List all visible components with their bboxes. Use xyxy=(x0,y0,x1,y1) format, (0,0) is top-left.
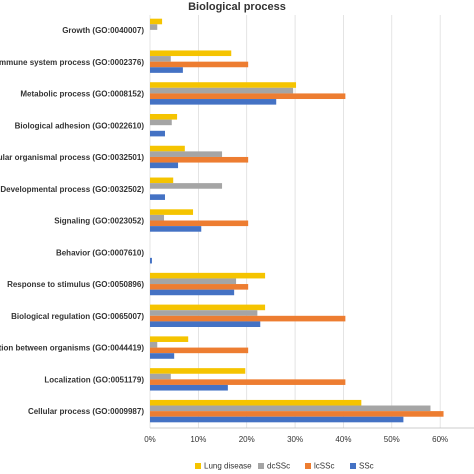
bar xyxy=(150,411,444,417)
bar xyxy=(150,82,297,88)
bar xyxy=(150,24,158,30)
y-tick-label: Metabolic process (GO:0008152) xyxy=(20,90,144,99)
x-tick-label: 0% xyxy=(144,435,156,444)
chart-title: Biological process xyxy=(188,1,286,13)
bar xyxy=(150,93,346,100)
bar xyxy=(150,379,346,385)
bar xyxy=(150,67,183,73)
y-tick-label: Growth (GO:0040007) xyxy=(62,26,144,35)
bar xyxy=(150,416,404,423)
x-tick-label: 50% xyxy=(384,435,400,444)
x-tick-label: 40% xyxy=(335,435,351,444)
y-tick-label: Interaction between organisms (GO:004441… xyxy=(0,344,144,353)
bar xyxy=(150,113,178,120)
bar xyxy=(150,18,163,25)
bar xyxy=(150,304,266,311)
x-tick-label: 30% xyxy=(287,435,303,444)
y-tick-label: Localization (GO:0051179) xyxy=(44,375,144,384)
y-tick-label: Signaling (GO:0023052) xyxy=(54,217,144,226)
bar xyxy=(150,119,172,126)
bar xyxy=(150,226,202,232)
bar xyxy=(150,347,249,354)
bar xyxy=(150,145,185,152)
bar xyxy=(150,336,189,342)
bar xyxy=(150,56,171,62)
bar xyxy=(150,99,277,105)
bar xyxy=(150,278,237,285)
bar xyxy=(150,310,258,316)
bar xyxy=(150,399,362,406)
bar xyxy=(150,341,158,348)
bar xyxy=(150,214,165,221)
y-tick-label: Biological regulation (GO:0065007) xyxy=(11,312,144,321)
bar xyxy=(150,194,165,200)
bar xyxy=(150,220,249,227)
bar xyxy=(150,315,346,322)
bar xyxy=(150,368,246,374)
legend-swatch xyxy=(305,463,311,469)
bar xyxy=(150,61,249,68)
y-tick-label: Immune system process (GO:0002376) xyxy=(0,58,144,67)
legend-swatch xyxy=(350,463,356,469)
x-tick-label: 10% xyxy=(190,435,206,444)
y-tick-label: Response to stimulus (GO:0050896) xyxy=(7,280,144,289)
y-tick-label: Behavior (GO:0007610) xyxy=(56,248,144,257)
bar xyxy=(150,284,249,290)
bar xyxy=(150,130,165,137)
legend-swatch xyxy=(258,463,264,469)
bar xyxy=(150,384,228,391)
bar xyxy=(150,405,431,412)
bar xyxy=(150,87,294,94)
legend-swatch xyxy=(195,463,201,469)
bar xyxy=(150,321,261,328)
y-tick-label: Cellular process (GO:0009987) xyxy=(28,407,144,416)
bar xyxy=(150,353,175,359)
x-tick-label: 20% xyxy=(239,435,255,444)
legend-label: Lung disease xyxy=(204,462,252,471)
y-tick-label: Developmental process (GO:0032502) xyxy=(0,185,144,194)
bar xyxy=(150,183,223,189)
bar xyxy=(150,50,232,57)
legend-label: dcSSc xyxy=(267,462,290,471)
y-tick-label: Cellular organismal process (GO:0032501) xyxy=(0,153,144,162)
bar xyxy=(150,289,235,296)
legend-label: lcSSc xyxy=(314,462,334,471)
bar xyxy=(150,156,249,163)
legend-label: SSc xyxy=(359,462,374,471)
bar xyxy=(150,257,152,264)
bar xyxy=(150,272,266,279)
y-tick-label: Biological adhesion (GO:0022610) xyxy=(15,121,145,130)
bar xyxy=(150,151,223,157)
bar xyxy=(150,373,171,380)
x-tick-label: 60% xyxy=(432,435,448,444)
bar xyxy=(150,162,179,169)
bar xyxy=(150,209,194,215)
bar xyxy=(150,177,174,184)
